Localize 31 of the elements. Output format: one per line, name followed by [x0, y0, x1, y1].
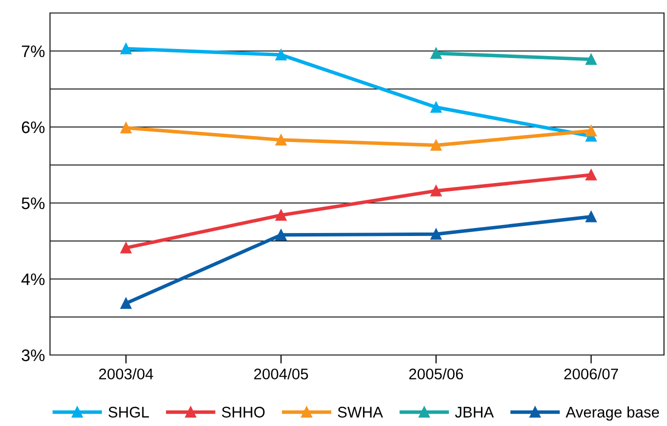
point: [275, 49, 287, 60]
point: [586, 54, 597, 65]
legend-label: Average base: [566, 406, 659, 421]
point: [430, 140, 442, 151]
point: [430, 48, 442, 59]
y-tick-label: 7%: [22, 45, 45, 58]
point: [586, 125, 597, 136]
point: [430, 102, 442, 113]
legend-label: JBHA: [455, 406, 494, 418]
legend-label: SHGL: [108, 406, 149, 418]
x-tick-label: 2005/06: [409, 368, 464, 380]
point: [430, 228, 442, 240]
point: [430, 185, 442, 196]
point: [120, 298, 132, 309]
point: [120, 242, 132, 254]
legend-label: SWHA: [338, 406, 383, 418]
point: [586, 169, 597, 180]
point: [120, 122, 132, 134]
point: [120, 43, 132, 54]
x-tick-label: 2003/04: [99, 368, 154, 380]
legend-label: SHHO: [222, 406, 265, 418]
y-tick-label: 4%: [21, 273, 45, 286]
x-tick-label: 2004/05: [254, 368, 308, 380]
point: [275, 210, 287, 221]
point: [586, 211, 597, 222]
x-tick-label: 2006/07: [564, 368, 618, 380]
point: [275, 229, 287, 240]
point: [275, 134, 287, 146]
y-tick-label: 3%: [22, 349, 45, 362]
y-tick-label: 5%: [22, 197, 45, 210]
y-tick-label: 6%: [22, 121, 45, 134]
